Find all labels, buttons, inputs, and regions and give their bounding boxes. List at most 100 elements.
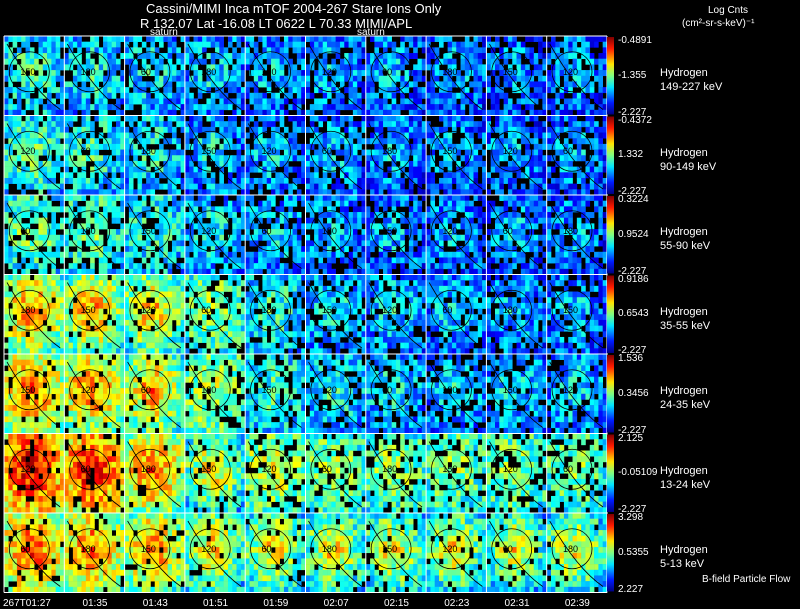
heatmap-pixel [77, 132, 82, 139]
heatmap-pixel [378, 189, 384, 196]
heatmap-pixel [55, 297, 61, 304]
heatmap-pixel [120, 177, 125, 184]
heatmap-pixel [572, 138, 578, 145]
heatmap-pixel [563, 200, 569, 207]
heatmap-pixel [434, 98, 440, 105]
heatmap-pixel [322, 109, 328, 116]
heatmap-pixel [542, 132, 547, 139]
heatmap-pixel [538, 217, 543, 224]
heatmap-pixel [512, 160, 517, 167]
heatmap-pixel [387, 121, 392, 128]
heatmap-pixel [451, 172, 457, 179]
heatmap-pixel [202, 104, 207, 111]
heatmap-pixel [77, 280, 82, 287]
heatmap-pixel [331, 58, 336, 65]
heatmap-pixel [327, 155, 332, 162]
heatmap-pixel [236, 70, 242, 77]
heatmap-pixel [137, 251, 143, 258]
heatmap-pixel [443, 138, 448, 145]
heatmap-pixel [124, 246, 130, 253]
heatmap-pixel [47, 274, 52, 281]
heatmap-pixel [72, 240, 78, 247]
heatmap-pixel [271, 234, 276, 241]
heatmap-pixel [8, 229, 13, 236]
heatmap-pixel [594, 149, 599, 156]
heatmap-pixel [559, 166, 565, 173]
heatmap-pixel [210, 195, 216, 201]
heatmap-pixel [180, 36, 186, 42]
heatmap-pixel [542, 138, 547, 145]
heatmap-pixel [47, 47, 52, 54]
heatmap-pixel [314, 53, 319, 60]
heatmap-pixel [98, 251, 104, 258]
heatmap-pixel [8, 172, 13, 179]
heatmap-pixel [585, 166, 591, 173]
heatmap-pixel [322, 263, 328, 270]
heatmap-pixel [81, 263, 87, 270]
heatmap-pixel [77, 336, 82, 343]
heatmap-pixel [563, 138, 569, 145]
heatmap-pixel [447, 138, 453, 145]
heatmap-pixel [357, 166, 362, 173]
field-line [66, 43, 121, 110]
heatmap-pixel [210, 64, 216, 71]
heatmap-pixel [413, 212, 418, 219]
heatmap-pixel [266, 138, 272, 145]
heatmap-pixel [107, 138, 112, 145]
heatmap-pixel [245, 217, 250, 224]
heatmap-pixel [283, 138, 289, 145]
heatmap-pixel [25, 121, 31, 128]
heatmap-pixel [98, 58, 104, 65]
heatmap-pixel [357, 121, 362, 128]
heatmap-pixel [503, 36, 509, 42]
heatmap-pixel [581, 47, 586, 54]
heatmap-pixel [202, 126, 207, 133]
heatmap-pixel [378, 70, 384, 77]
heatmap-pixel [197, 109, 203, 116]
heatmap-pixel [451, 251, 457, 258]
heatmap-pixel [499, 115, 504, 122]
heatmap-pixel [400, 183, 405, 190]
heatmap-pixel [503, 200, 509, 207]
heatmap-pixel [137, 177, 143, 184]
heatmap-pixel [598, 212, 603, 219]
heatmap-pixel [542, 81, 547, 88]
heatmap-pixel [258, 92, 263, 99]
heatmap-pixel [72, 314, 78, 321]
heatmap-pixel [249, 166, 255, 173]
heatmap-pixel [331, 160, 336, 167]
heatmap-pixel [370, 81, 375, 88]
heatmap-pixel [72, 177, 78, 184]
heatmap-pixel [4, 331, 9, 338]
heatmap-pixel [309, 138, 315, 145]
heatmap-pixel [25, 212, 31, 219]
heatmap-pixel [365, 172, 371, 179]
heatmap-pixel [503, 121, 509, 128]
heatmap-pixel [245, 251, 250, 258]
heatmap-pixel [271, 160, 276, 167]
heatmap-pixel [383, 177, 388, 184]
heatmap-pixel [503, 263, 509, 270]
heatmap-pixel [8, 217, 13, 224]
heatmap-pixel [305, 177, 311, 184]
heatmap-pixel [451, 200, 457, 207]
heatmap-pixel [189, 98, 194, 105]
heatmap-pixel [383, 183, 388, 190]
heatmap-pixel [395, 183, 401, 190]
contour-circle [250, 51, 291, 93]
heatmap-pixel [443, 149, 448, 156]
heatmap-pixel [477, 223, 483, 230]
heatmap-pixel [507, 240, 513, 247]
heatmap-pixel [111, 47, 117, 54]
heatmap-pixel [262, 98, 268, 105]
heatmap-pixel [568, 132, 573, 139]
heatmap-pixel [413, 70, 418, 77]
heatmap-pixel [38, 92, 44, 99]
heatmap-pixel [184, 138, 190, 145]
heatmap-pixel [357, 36, 362, 42]
heatmap-pixel [292, 251, 298, 258]
heatmap-pixel [42, 126, 48, 133]
heatmap-pixel [529, 115, 535, 122]
heatmap-pixel [271, 155, 276, 162]
heatmap-pixel [512, 36, 517, 42]
